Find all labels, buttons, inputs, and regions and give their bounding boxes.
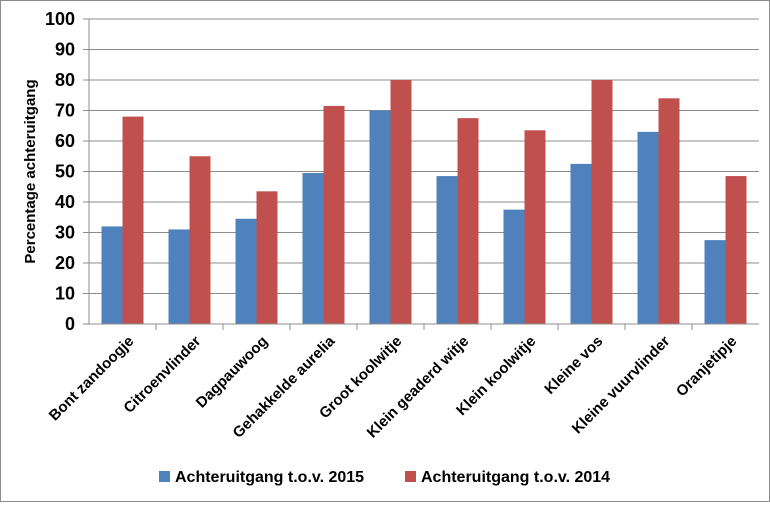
bar-2014-5 — [457, 118, 479, 324]
y-tick-label: 20 — [55, 253, 75, 273]
bar-2014-4 — [390, 80, 412, 324]
bar-2015-9 — [704, 240, 726, 324]
y-tick-label: 50 — [55, 162, 75, 182]
y-tick-labels: 0 10 20 30 40 50 60 70 80 90 100 — [45, 9, 75, 334]
bars — [101, 80, 747, 324]
y-tick-label: 10 — [55, 284, 75, 304]
bar-2014-9 — [725, 176, 747, 324]
y-tick-label: 40 — [55, 192, 75, 212]
bar-2015-5 — [436, 176, 458, 324]
bar-2015-7 — [570, 163, 592, 324]
y-tick-label: 30 — [55, 223, 75, 243]
bar-2015-4 — [369, 110, 391, 324]
y-tick-label: 60 — [55, 131, 75, 151]
bar-2015-3 — [302, 173, 324, 324]
x-category-label: Bont zandoogje — [46, 333, 138, 425]
bar-2015-1 — [168, 229, 190, 324]
bar-2014-6 — [524, 130, 546, 324]
legend: Achteruitgang t.o.v. 2015 Achteruitgang t… — [159, 469, 610, 486]
x-category-label: Kleine vos — [541, 333, 606, 398]
y-axis-title: Percentage achteruitgang — [22, 79, 39, 263]
bar-2015-2 — [235, 218, 257, 324]
bar-2014-0 — [122, 116, 144, 324]
legend-swatch-2015 — [159, 471, 170, 482]
legend-label-2014: Achteruitgang t.o.v. 2014 — [421, 469, 610, 486]
bar-2014-7 — [591, 80, 613, 324]
y-tick-label: 0 — [65, 314, 75, 334]
x-category-label: Oranjetipje — [673, 333, 740, 400]
x-category-labels: Bont zandoogjeCitroenvlinderDagpauwoogGe… — [46, 332, 741, 441]
bar-2014-2 — [256, 191, 278, 324]
bar-2014-3 — [323, 105, 345, 324]
y-tick-label: 80 — [55, 70, 75, 90]
bar-2014-1 — [189, 156, 211, 324]
legend-label-2015: Achteruitgang t.o.v. 2015 — [175, 469, 364, 486]
bar-2014-8 — [658, 98, 680, 324]
legend-swatch-2014 — [405, 471, 416, 482]
bar-2015-0 — [101, 226, 123, 324]
axes — [83, 18, 759, 330]
y-tick-label: 100 — [45, 9, 75, 29]
y-tick-label: 90 — [55, 40, 75, 60]
bar-2015-8 — [637, 131, 659, 324]
y-tick-label: 70 — [55, 101, 75, 121]
bar-2015-6 — [503, 209, 525, 324]
